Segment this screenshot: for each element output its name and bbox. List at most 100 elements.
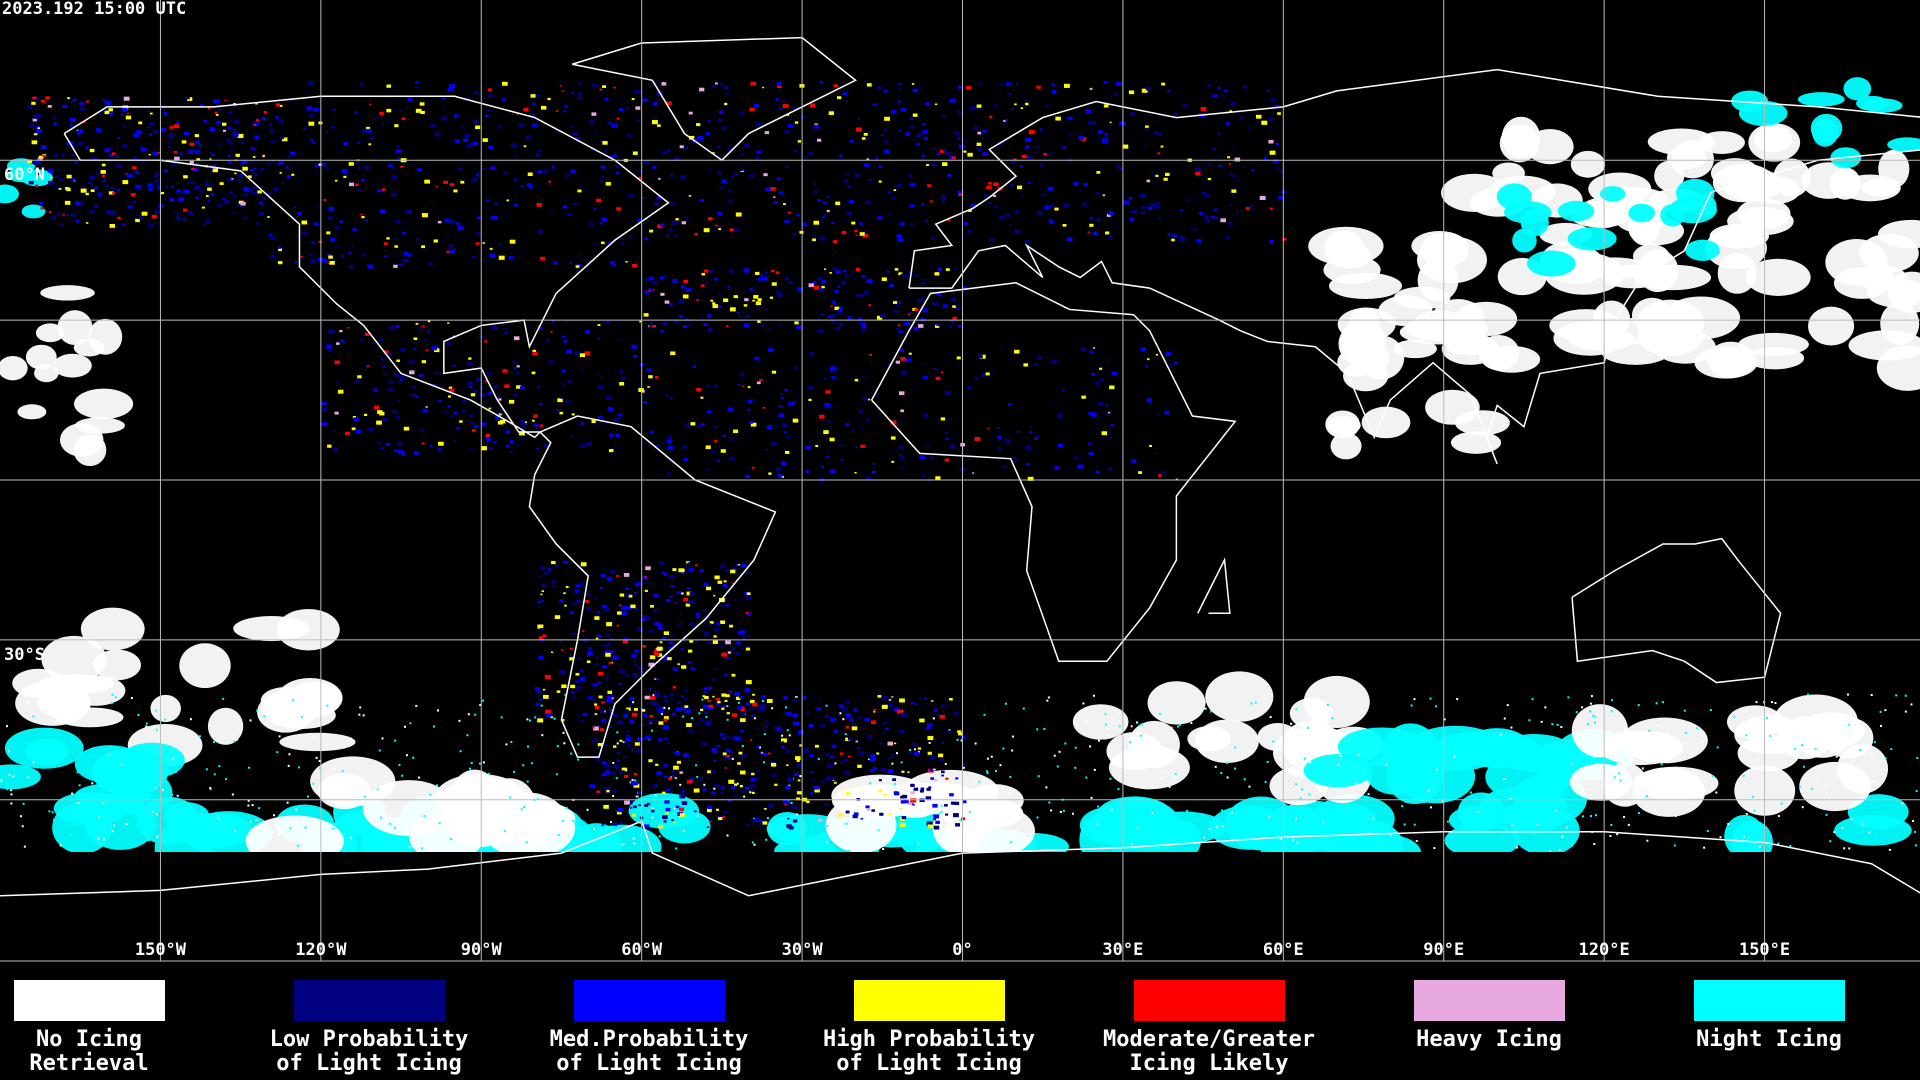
cloud-speck [1326,703,1329,706]
icing-speck [812,281,817,285]
icing-speck [601,701,605,704]
icing-speck [750,81,756,86]
icing-speck [649,722,653,725]
icing-speck [1166,90,1170,93]
icing-speck [722,811,728,815]
cloud-speck [482,699,485,702]
icing-speck [671,201,676,205]
cloud-speck [1292,838,1295,841]
icing-speck [842,92,848,96]
icing-speck [673,320,679,324]
icing-speck [812,234,816,237]
icing-speck [163,111,167,115]
icing-speck [607,121,613,125]
icing-speck [474,425,479,429]
cloud-speck [761,700,764,703]
icing-speck [350,246,354,248]
icing-speck [624,593,630,597]
icing-speck [189,160,194,164]
icing-speck [870,720,877,725]
icing-speck [1109,436,1112,439]
cloud [1454,410,1510,436]
lon-label: 90°E [1423,940,1464,960]
icing-speck [785,749,791,753]
icing-speck [781,741,784,743]
cloud [1326,416,1361,435]
cloud-speck [1096,823,1099,826]
icing-speck [646,368,651,372]
icing-speck [658,561,664,565]
icing-speck [723,298,729,303]
icing-speck [85,192,89,196]
icing-speck [982,129,987,133]
icing-speck [932,147,937,151]
icing-speck [767,752,771,755]
cloud-speck [1309,761,1312,764]
icing-speck [605,790,611,795]
cloud-speck [119,828,122,831]
cloud-speck [891,762,894,765]
cloud-speck [968,810,971,813]
icing-speck [757,320,761,323]
cloud-speck [67,819,70,822]
icing-speck [147,110,151,113]
icing-speck [605,787,610,791]
icing-speck [1074,456,1079,460]
cloud-speck [376,788,379,791]
cloud [1843,77,1872,101]
icing-speck [116,164,122,169]
icing-speck [70,125,74,128]
icing-speck [739,707,745,711]
legend-swatch [574,980,725,1021]
icing-speck [37,157,43,161]
cloud-speck [130,843,133,846]
cloud-speck [359,706,362,709]
icing-speck [519,419,525,424]
icing-speck [698,777,704,781]
icing-speck [597,725,601,728]
icing-speck [586,442,592,446]
icing-speck [127,205,133,209]
icing-speck [714,623,719,627]
icing-speck [59,178,64,181]
icing-speck [679,807,684,812]
icing-speck [794,772,799,777]
icing-speck [680,614,683,616]
icing-speck [150,112,153,115]
icing-speck [937,753,944,758]
icing-speck [731,582,734,584]
icing-speck [775,98,780,101]
icing-speck [366,365,370,368]
icing-speck [596,337,601,340]
icing-speck [131,175,135,178]
icing-speck [382,417,389,422]
cloud-speck [682,830,685,833]
cloud-speck [342,745,345,748]
icing-speck [723,580,727,583]
icing-speck [616,751,619,754]
icing-speck [343,175,347,178]
icing-speck [488,109,491,112]
icing-speck [801,222,807,227]
icing-speck [614,444,617,447]
cloud-speck [335,822,338,825]
icing-speck [929,200,933,203]
icing-speck [985,372,990,376]
cloud-speck [380,816,383,819]
icing-speck [859,751,865,756]
cloud-speck [108,754,111,757]
icing-speck [59,223,64,227]
icing-speck [650,701,657,706]
icing-speck [707,707,711,710]
icing-speck [648,759,653,763]
icing-speck [915,135,918,138]
cloud-speck [1435,705,1438,708]
icing-speck [979,354,986,359]
icing-speck [1005,213,1010,218]
cloud-speck [1022,707,1025,710]
icing-speck [715,224,718,227]
cloud-speck [1655,702,1658,705]
icing-speck [625,106,629,110]
icing-speck [720,449,726,453]
icing-speck [1144,145,1147,147]
